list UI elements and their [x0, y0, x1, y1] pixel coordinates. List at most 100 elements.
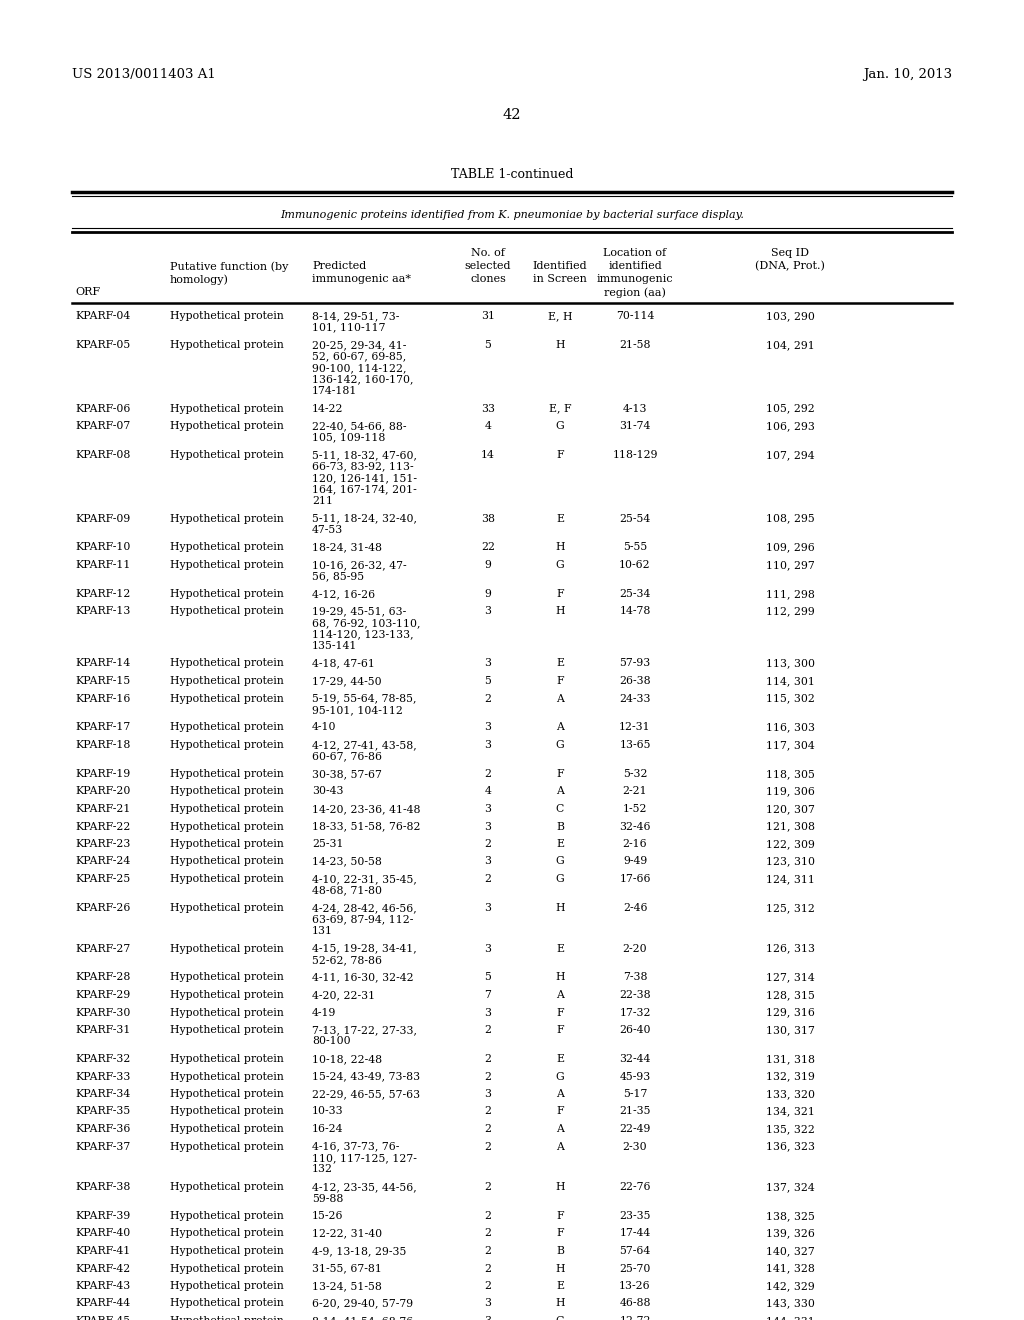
Text: 101, 110-117: 101, 110-117 — [312, 322, 385, 333]
Text: 66-73, 83-92, 113-: 66-73, 83-92, 113- — [312, 462, 414, 471]
Text: 103, 290: 103, 290 — [766, 312, 814, 321]
Text: 25-34: 25-34 — [620, 589, 650, 599]
Text: 57-93: 57-93 — [620, 659, 650, 668]
Text: 4-12, 23-35, 44-56,: 4-12, 23-35, 44-56, — [312, 1181, 417, 1192]
Text: KPARF-18: KPARF-18 — [75, 741, 130, 750]
Text: A: A — [556, 1089, 564, 1100]
Text: 2: 2 — [484, 1246, 492, 1257]
Text: 2: 2 — [484, 874, 492, 884]
Text: Hypothetical protein: Hypothetical protein — [170, 1316, 284, 1320]
Text: Hypothetical protein: Hypothetical protein — [170, 1246, 284, 1257]
Text: 4-20, 22-31: 4-20, 22-31 — [312, 990, 375, 1001]
Text: G: G — [556, 857, 564, 866]
Text: 4-12, 27-41, 43-58,: 4-12, 27-41, 43-58, — [312, 741, 417, 750]
Text: 139, 326: 139, 326 — [766, 1229, 814, 1238]
Text: H: H — [555, 1263, 565, 1274]
Text: 1-52: 1-52 — [623, 804, 647, 814]
Text: 132: 132 — [312, 1164, 333, 1175]
Text: KPARF-44: KPARF-44 — [75, 1299, 130, 1308]
Text: Hypothetical protein: Hypothetical protein — [170, 341, 284, 350]
Text: 32-44: 32-44 — [620, 1053, 650, 1064]
Text: 126, 313: 126, 313 — [766, 944, 814, 953]
Text: immunogenic aa*: immunogenic aa* — [312, 275, 411, 284]
Text: 144, 331: 144, 331 — [766, 1316, 814, 1320]
Text: G: G — [556, 874, 564, 884]
Text: A: A — [556, 693, 564, 704]
Text: 3: 3 — [484, 659, 492, 668]
Text: Hypothetical protein: Hypothetical protein — [170, 589, 284, 599]
Text: 26-40: 26-40 — [620, 1026, 650, 1035]
Text: 117, 304: 117, 304 — [766, 741, 814, 750]
Text: region (aa): region (aa) — [604, 286, 666, 297]
Text: 2: 2 — [484, 1210, 492, 1221]
Text: 5: 5 — [484, 973, 492, 982]
Text: H: H — [555, 543, 565, 553]
Text: 46-88: 46-88 — [620, 1299, 650, 1308]
Text: 12-31: 12-31 — [620, 722, 651, 733]
Text: Hypothetical protein: Hypothetical protein — [170, 693, 284, 704]
Text: Hypothetical protein: Hypothetical protein — [170, 1053, 284, 1064]
Text: Hypothetical protein: Hypothetical protein — [170, 857, 284, 866]
Text: 7-13, 17-22, 27-33,: 7-13, 17-22, 27-33, — [312, 1026, 417, 1035]
Text: KPARF-08: KPARF-08 — [75, 450, 130, 459]
Text: H: H — [555, 341, 565, 350]
Text: 45-93: 45-93 — [620, 1072, 650, 1081]
Text: 4-15, 19-28, 34-41,: 4-15, 19-28, 34-41, — [312, 944, 417, 953]
Text: KPARF-17: KPARF-17 — [75, 722, 130, 733]
Text: Hypothetical protein: Hypothetical protein — [170, 1125, 284, 1134]
Text: 5-19, 55-64, 78-85,: 5-19, 55-64, 78-85, — [312, 693, 417, 704]
Text: 68, 76-92, 103-110,: 68, 76-92, 103-110, — [312, 618, 421, 628]
Text: KPARF-06: KPARF-06 — [75, 404, 130, 413]
Text: 2-21: 2-21 — [623, 787, 647, 796]
Text: 138, 325: 138, 325 — [766, 1210, 814, 1221]
Text: 4-9, 13-18, 29-35: 4-9, 13-18, 29-35 — [312, 1246, 407, 1257]
Text: ORF: ORF — [75, 286, 100, 297]
Text: Seq ID: Seq ID — [771, 248, 809, 257]
Text: KPARF-45: KPARF-45 — [75, 1316, 130, 1320]
Text: 23-35: 23-35 — [620, 1210, 650, 1221]
Text: Putative function (by: Putative function (by — [170, 261, 289, 272]
Text: Hypothetical protein: Hypothetical protein — [170, 659, 284, 668]
Text: KPARF-41: KPARF-41 — [75, 1246, 130, 1257]
Text: KPARF-32: KPARF-32 — [75, 1053, 130, 1064]
Text: 70-114: 70-114 — [615, 312, 654, 321]
Text: 60-67, 76-86: 60-67, 76-86 — [312, 751, 382, 762]
Text: G: G — [556, 1316, 564, 1320]
Text: 142, 329: 142, 329 — [766, 1280, 814, 1291]
Text: 5: 5 — [484, 676, 492, 686]
Text: 32-46: 32-46 — [620, 821, 650, 832]
Text: KPARF-35: KPARF-35 — [75, 1106, 130, 1117]
Text: 112, 299: 112, 299 — [766, 606, 814, 616]
Text: 31-74: 31-74 — [620, 421, 650, 432]
Text: 17-29, 44-50: 17-29, 44-50 — [312, 676, 382, 686]
Text: Hypothetical protein: Hypothetical protein — [170, 722, 284, 733]
Text: 2: 2 — [484, 1142, 492, 1151]
Text: Predicted: Predicted — [312, 261, 367, 271]
Text: 38: 38 — [481, 513, 495, 524]
Text: 56, 85-95: 56, 85-95 — [312, 572, 365, 582]
Text: KPARF-30: KPARF-30 — [75, 1007, 130, 1018]
Text: 2-20: 2-20 — [623, 944, 647, 953]
Text: KPARF-28: KPARF-28 — [75, 973, 130, 982]
Text: 127, 314: 127, 314 — [766, 973, 814, 982]
Text: 2: 2 — [484, 770, 492, 779]
Text: 90-100, 114-122,: 90-100, 114-122, — [312, 363, 407, 374]
Text: KPARF-11: KPARF-11 — [75, 560, 130, 570]
Text: 18-33, 51-58, 76-82: 18-33, 51-58, 76-82 — [312, 821, 421, 832]
Text: 135, 322: 135, 322 — [766, 1125, 814, 1134]
Text: 19-29, 45-51, 63-: 19-29, 45-51, 63- — [312, 606, 407, 616]
Text: 4-16, 37-73, 76-: 4-16, 37-73, 76- — [312, 1142, 399, 1151]
Text: F: F — [556, 1026, 564, 1035]
Text: 120, 307: 120, 307 — [766, 804, 814, 814]
Text: 123, 310: 123, 310 — [766, 857, 814, 866]
Text: 4: 4 — [484, 421, 492, 432]
Text: 22-29, 46-55, 57-63: 22-29, 46-55, 57-63 — [312, 1089, 420, 1100]
Text: 10-16, 26-32, 47-: 10-16, 26-32, 47- — [312, 560, 407, 570]
Text: 52, 60-67, 69-85,: 52, 60-67, 69-85, — [312, 351, 407, 362]
Text: Hypothetical protein: Hypothetical protein — [170, 560, 284, 570]
Text: KPARF-22: KPARF-22 — [75, 821, 130, 832]
Text: Hypothetical protein: Hypothetical protein — [170, 1210, 284, 1221]
Text: 135-141: 135-141 — [312, 642, 357, 651]
Text: KPARF-43: KPARF-43 — [75, 1280, 130, 1291]
Text: 105, 109-118: 105, 109-118 — [312, 433, 385, 442]
